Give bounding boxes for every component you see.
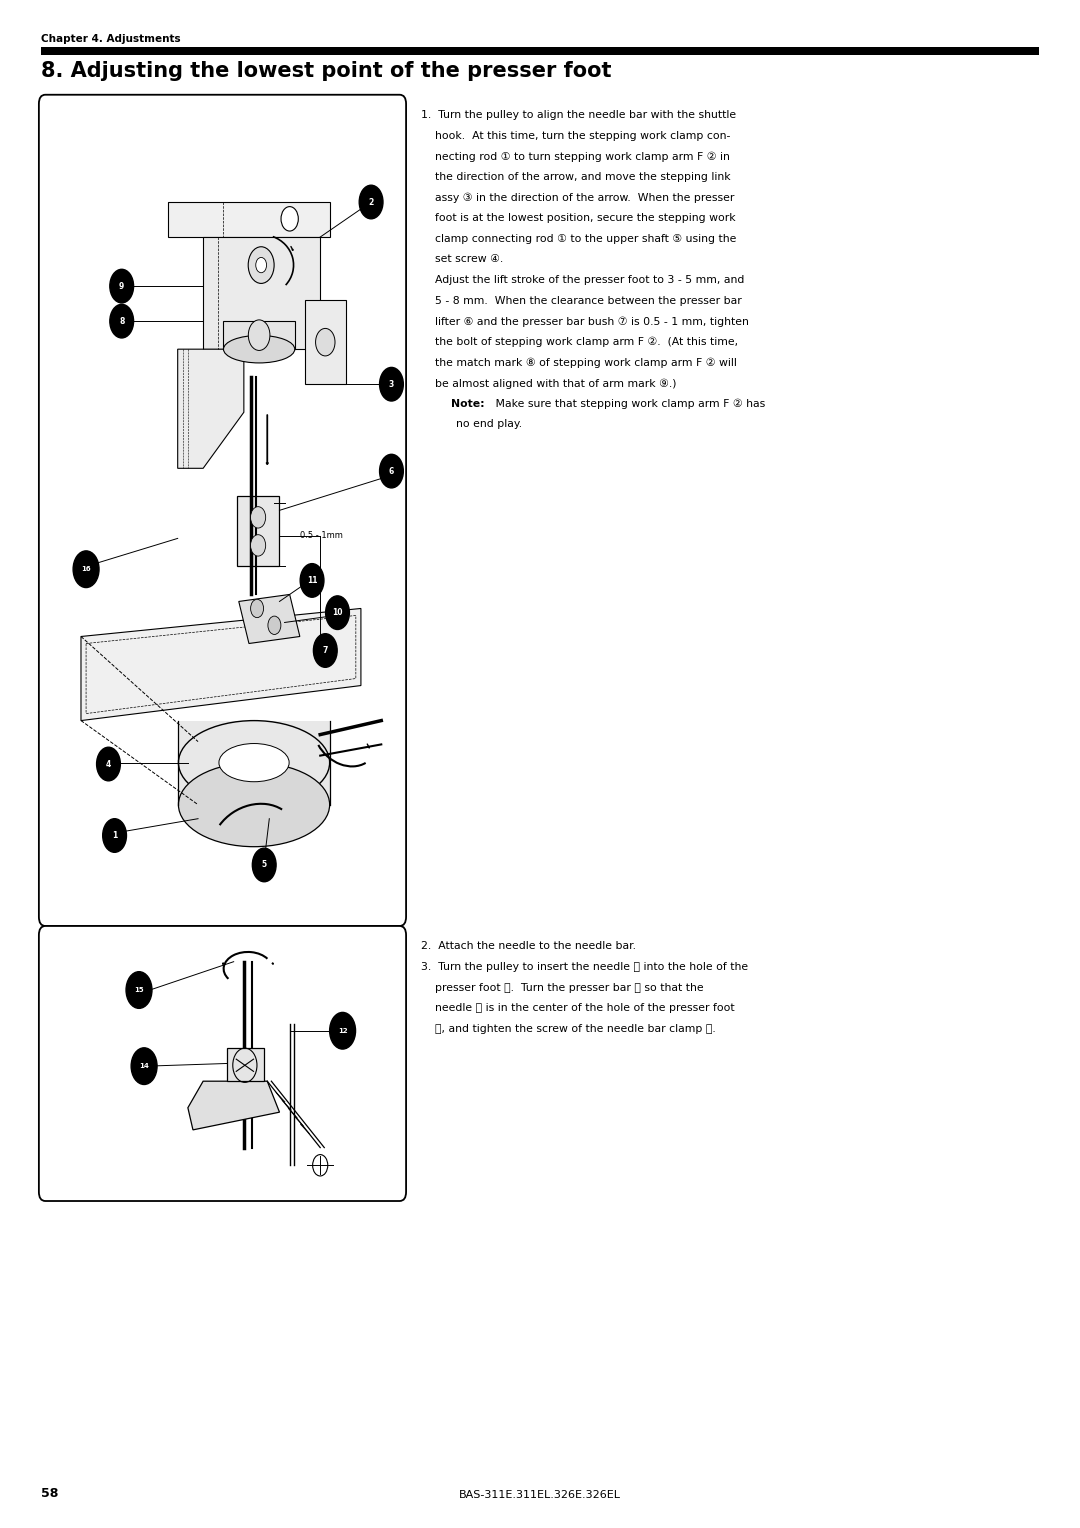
Text: Adjust the lift stroke of the presser foot to 3 - 5 mm, and: Adjust the lift stroke of the presser fo… — [421, 275, 744, 286]
FancyBboxPatch shape — [39, 95, 406, 926]
Circle shape — [268, 616, 281, 634]
Circle shape — [300, 564, 324, 597]
Text: 15: 15 — [134, 987, 144, 993]
Polygon shape — [305, 299, 346, 384]
Polygon shape — [227, 1048, 265, 1082]
Circle shape — [256, 257, 267, 272]
Text: 9: 9 — [119, 281, 124, 290]
Circle shape — [126, 972, 152, 1008]
Text: 3: 3 — [389, 380, 394, 388]
Text: 4: 4 — [106, 759, 111, 769]
Text: 1: 1 — [112, 831, 118, 840]
Text: no end play.: no end play. — [421, 420, 523, 429]
Circle shape — [251, 599, 264, 617]
Text: Make sure that stepping work clamp arm F ② has: Make sure that stepping work clamp arm F… — [492, 399, 766, 410]
Polygon shape — [178, 350, 244, 468]
Text: 58: 58 — [41, 1487, 58, 1500]
Text: ⓒ, and tighten the screw of the needle bar clamp ⓑ.: ⓒ, and tighten the screw of the needle b… — [421, 1024, 716, 1034]
Circle shape — [315, 329, 335, 356]
Text: 1.  Turn the pulley to align the needle bar with the shuttle: 1. Turn the pulley to align the needle b… — [421, 110, 737, 121]
Circle shape — [329, 1013, 355, 1050]
Text: set screw ④.: set screw ④. — [421, 255, 503, 264]
Circle shape — [253, 848, 276, 882]
Circle shape — [131, 1048, 157, 1085]
Text: 8: 8 — [119, 316, 124, 325]
Text: 10: 10 — [333, 608, 342, 617]
Text: 5 - 8 mm.  When the clearance between the presser bar: 5 - 8 mm. When the clearance between the… — [421, 296, 742, 306]
Text: 2.  Attach the needle to the needle bar.: 2. Attach the needle to the needle bar. — [421, 941, 636, 952]
Circle shape — [379, 454, 403, 487]
Text: 12: 12 — [338, 1028, 348, 1034]
Ellipse shape — [224, 336, 295, 364]
Circle shape — [103, 819, 126, 853]
Text: needle ⓓ is in the center of the hole of the presser foot: needle ⓓ is in the center of the hole of… — [421, 1004, 734, 1013]
Text: foot is at the lowest position, secure the stepping work: foot is at the lowest position, secure t… — [421, 214, 735, 223]
Text: 2: 2 — [368, 197, 374, 206]
Text: presser foot ⓒ.  Turn the presser bar ⓐ so that the: presser foot ⓒ. Turn the presser bar ⓐ s… — [421, 983, 704, 993]
Text: 3.  Turn the pulley to insert the needle ⓓ into the hole of the: 3. Turn the pulley to insert the needle … — [421, 963, 748, 972]
Bar — [41, 47, 1039, 55]
Circle shape — [281, 206, 298, 231]
Circle shape — [110, 304, 134, 338]
Text: lifter ⑥ and the presser bar bush ⑦ is 0.5 - 1 mm, tighten: lifter ⑥ and the presser bar bush ⑦ is 0… — [421, 316, 750, 327]
Text: assy ③ in the direction of the arrow.  When the presser: assy ③ in the direction of the arrow. Wh… — [421, 193, 734, 203]
Text: 8. Adjusting the lowest point of the presser foot: 8. Adjusting the lowest point of the pre… — [41, 61, 611, 81]
Text: 11: 11 — [307, 576, 318, 585]
Circle shape — [313, 634, 337, 668]
FancyBboxPatch shape — [39, 926, 406, 1201]
Polygon shape — [188, 1082, 280, 1129]
Circle shape — [251, 535, 266, 556]
Text: the bolt of stepping work clamp arm F ②.  (At this time,: the bolt of stepping work clamp arm F ②.… — [421, 336, 739, 347]
Circle shape — [251, 507, 266, 529]
Text: BAS-311E.311EL.326E.326EL: BAS-311E.311EL.326E.326EL — [459, 1490, 621, 1500]
Ellipse shape — [178, 721, 329, 805]
Circle shape — [110, 269, 134, 303]
Text: 14: 14 — [139, 1063, 149, 1070]
Polygon shape — [81, 608, 361, 721]
Circle shape — [326, 596, 350, 630]
Text: 5: 5 — [261, 860, 267, 869]
Ellipse shape — [178, 762, 329, 847]
Text: the match mark ⑧ of stepping work clamp arm F ② will: the match mark ⑧ of stepping work clamp … — [421, 358, 737, 368]
Circle shape — [96, 747, 120, 781]
Text: clamp connecting rod ① to the upper shaft ⑤ using the: clamp connecting rod ① to the upper shaf… — [421, 234, 737, 244]
Text: Note:: Note: — [451, 399, 485, 410]
Polygon shape — [239, 594, 300, 643]
Circle shape — [248, 319, 270, 350]
Text: 6: 6 — [389, 466, 394, 475]
Text: necting rod ① to turn stepping work clamp arm F ② in: necting rod ① to turn stepping work clam… — [421, 151, 730, 162]
Circle shape — [73, 552, 99, 588]
Bar — [224, 321, 295, 350]
Circle shape — [248, 246, 274, 283]
Text: 7: 7 — [323, 646, 328, 656]
Polygon shape — [237, 497, 280, 567]
Text: 0.5 - 1mm: 0.5 - 1mm — [300, 532, 342, 539]
Polygon shape — [203, 237, 320, 350]
Bar — [178, 721, 329, 805]
Text: hook.  At this time, turn the stepping work clamp con-: hook. At this time, turn the stepping wo… — [421, 130, 730, 141]
Circle shape — [379, 367, 403, 400]
Polygon shape — [167, 202, 330, 237]
Ellipse shape — [219, 744, 289, 782]
Text: be almost aligned with that of arm mark ⑨.): be almost aligned with that of arm mark … — [421, 377, 677, 388]
Text: 16: 16 — [81, 567, 91, 571]
Text: Chapter 4. Adjustments: Chapter 4. Adjustments — [41, 34, 180, 44]
Text: the direction of the arrow, and move the stepping link: the direction of the arrow, and move the… — [421, 173, 731, 182]
Circle shape — [360, 185, 383, 219]
